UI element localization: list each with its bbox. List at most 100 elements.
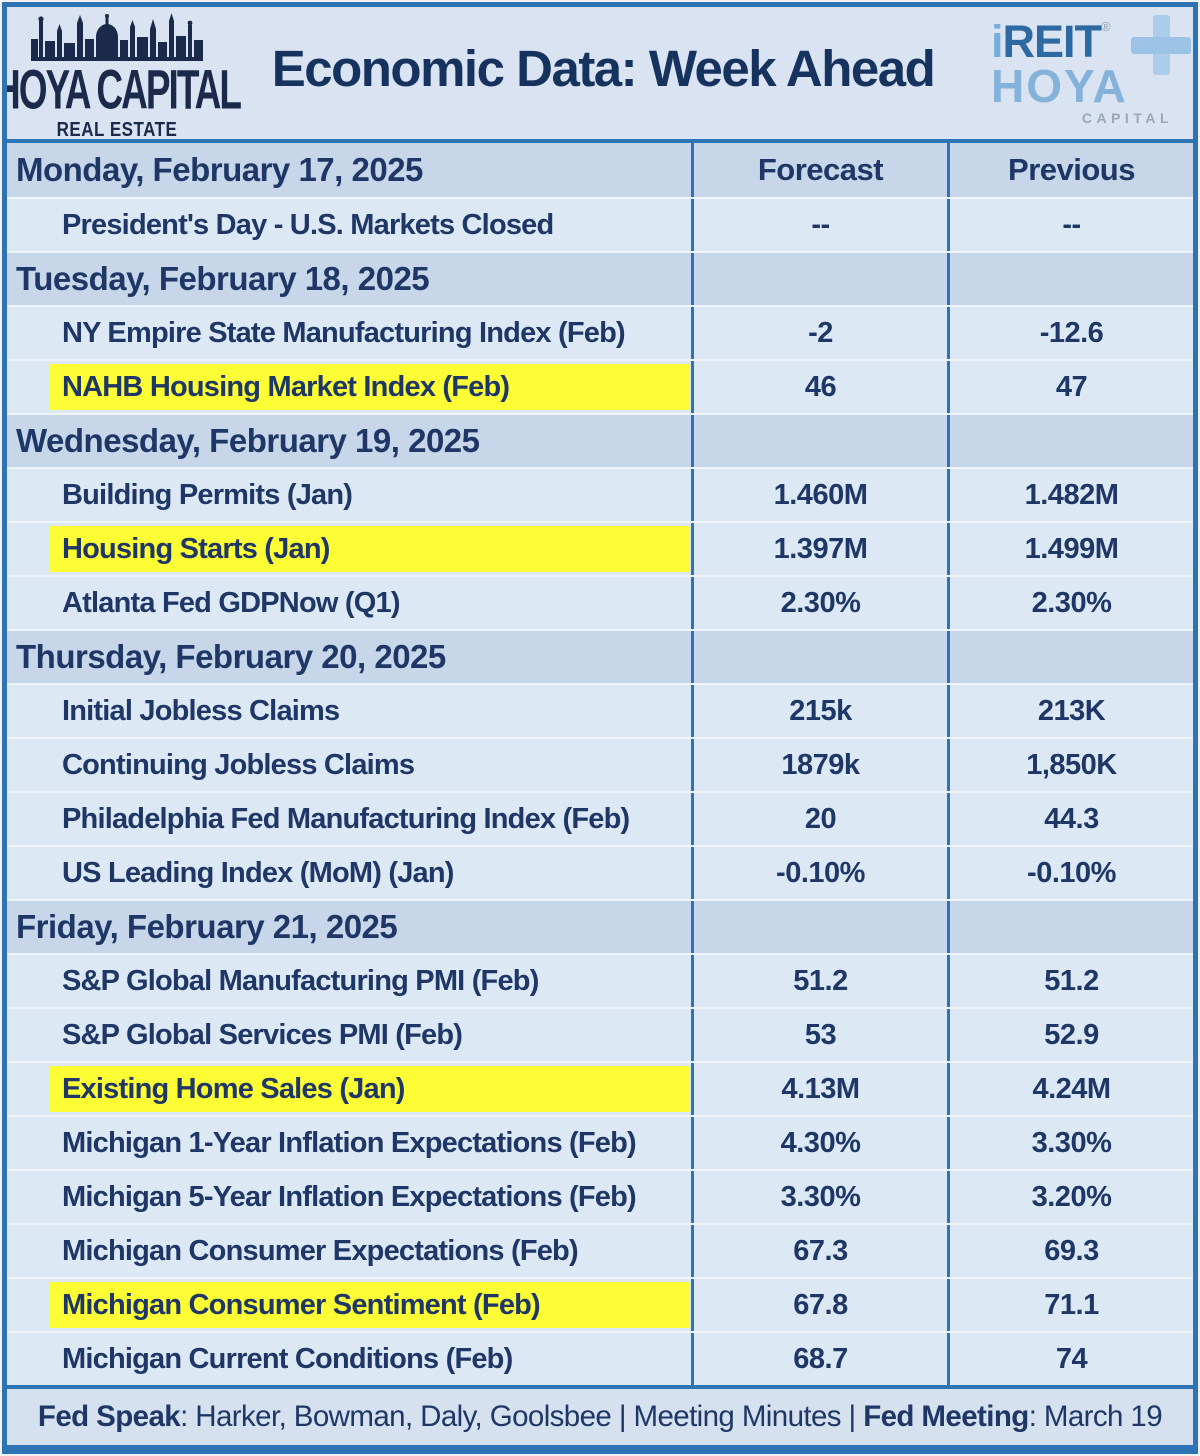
- table-row: S&P Global Services PMI (Feb) 53 52.9: [7, 1007, 1193, 1061]
- registered-mark: ®: [1101, 18, 1111, 34]
- table-row: Michigan 1-Year Inflation Expectations (…: [7, 1115, 1193, 1169]
- table-row-highlighted: Michigan Consumer Sentiment (Feb) 67.8 7…: [7, 1277, 1193, 1331]
- previous-value: 71.1: [1044, 1288, 1099, 1321]
- forecast-value: --: [694, 199, 950, 251]
- forecast-value: [694, 415, 950, 467]
- forecast-value: [694, 253, 950, 305]
- event-label: Michigan 1-Year Inflation Expectations (…: [7, 1117, 694, 1169]
- previous-value: 52.9: [1044, 1018, 1099, 1051]
- hoya-capital-logo: HOYA CAPITAL REAL ESTATE: [7, 9, 242, 141]
- fed-speak-label: Fed Speak: [37, 1400, 181, 1433]
- forecast-value: 67.3: [694, 1225, 950, 1277]
- forecast-value: 1.397M: [694, 523, 950, 575]
- previous-value: 74: [1055, 1342, 1088, 1375]
- fed-meeting-label: Fed Meeting: [863, 1400, 1029, 1433]
- column-header-forecast: Forecast: [694, 143, 950, 197]
- forecast-value: 2.30%: [694, 577, 950, 629]
- forecast-value: 67.8: [694, 1279, 950, 1331]
- fed-speak-text: : Harker, Bowman, Daly, Goolsbee | Meeti…: [180, 1400, 864, 1433]
- previous-value: 44.3: [1044, 802, 1099, 835]
- event-label: Michigan Current Conditions (Feb): [7, 1333, 694, 1385]
- ireit-capital-subtitle: CAPITAL: [1081, 110, 1173, 127]
- table-row: Continuing Jobless Claims 1879k 1,850K: [7, 737, 1193, 791]
- fed-meeting-text: : March 19: [1028, 1400, 1163, 1433]
- forecast-value: 3.30%: [694, 1171, 950, 1223]
- forecast-value: 4.30%: [694, 1117, 950, 1169]
- forecast-value: [694, 631, 950, 683]
- previous-value: 3.20%: [1031, 1180, 1112, 1213]
- forecast-value: 51.2: [694, 955, 950, 1007]
- previous-value: 47: [1055, 370, 1088, 403]
- date-section-row: Thursday, February 20, 2025: [7, 629, 1193, 683]
- table-row: Initial Jobless Claims 215k 213K: [7, 683, 1193, 737]
- previous-value: 213K: [1037, 694, 1106, 727]
- previous-value: 3.30%: [1031, 1126, 1112, 1159]
- date-section-row: Wednesday, February 19, 2025: [7, 413, 1193, 467]
- forecast-value: 53: [694, 1009, 950, 1061]
- table-row: US Leading Index (MoM) (Jan) -0.10% -0.1…: [7, 845, 1193, 899]
- table-row-highlighted: Housing Starts (Jan) 1.397M 1.499M: [7, 521, 1193, 575]
- event-label: NY Empire State Manufacturing Index (Feb…: [7, 307, 694, 359]
- event-label: Philadelphia Fed Manufacturing Index (Fe…: [7, 793, 694, 845]
- event-label: Michigan Consumer Sentiment (Feb): [7, 1279, 694, 1331]
- date-section-label: Thursday, February 20, 2025: [7, 631, 694, 683]
- previous-value: 1.499M: [1024, 532, 1119, 565]
- table-row: President's Day - U.S. Markets Closed --…: [7, 197, 1193, 251]
- hoya-capital-wordmark: HOYA CAPITAL: [2, 58, 242, 120]
- forecast-value: -2: [694, 307, 950, 359]
- forecast-value: 46: [694, 361, 950, 413]
- ireit-wordmark: iREIT®: [991, 15, 1111, 67]
- previous-value: 1.482M: [1024, 478, 1119, 511]
- previous-value: [950, 415, 1193, 467]
- highlight-band: Michigan Consumer Sentiment (Feb): [50, 1282, 689, 1328]
- header-band: HOYA CAPITAL REAL ESTATE Economic Data: …: [7, 7, 1193, 143]
- forecast-value: 1.460M: [694, 469, 950, 521]
- table-row: Atlanta Fed GDPNow (Q1) 2.30% 2.30%: [7, 575, 1193, 629]
- previous-value: 69.3: [1044, 1234, 1099, 1267]
- table-row: Michigan Current Conditions (Feb) 68.7 7…: [7, 1331, 1193, 1385]
- previous-value: [950, 631, 1193, 683]
- city-skyline-icon: [31, 12, 203, 61]
- previous-value: [950, 253, 1193, 305]
- economic-calendar-table: Monday, February 17, 2025 Forecast Previ…: [7, 143, 1193, 1385]
- table-row: S&P Global Manufacturing PMI (Feb) 51.2 …: [7, 953, 1193, 1007]
- event-label: NAHB Housing Market Index (Feb): [7, 361, 694, 413]
- highlight-band: Housing Starts (Jan): [50, 526, 689, 572]
- previous-value: 2.30%: [1031, 586, 1112, 619]
- previous-value: -0.10%: [1027, 856, 1116, 889]
- date-section-label: Wednesday, February 19, 2025: [7, 415, 694, 467]
- forecast-value: -0.10%: [694, 847, 950, 899]
- forecast-value: 68.7: [694, 1333, 950, 1385]
- real-estate-subtitle: REAL ESTATE: [56, 117, 178, 141]
- event-label: President's Day - U.S. Markets Closed: [7, 199, 694, 251]
- table-row: Michigan 5-Year Inflation Expectations (…: [7, 1169, 1193, 1223]
- event-label: Initial Jobless Claims: [7, 685, 694, 737]
- event-label: Building Permits (Jan): [7, 469, 694, 521]
- table-row: NY Empire State Manufacturing Index (Feb…: [7, 305, 1193, 359]
- footer-bar: Fed Speak: Harker, Bowman, Daly, Goolsbe…: [7, 1389, 1193, 1445]
- previous-value: [950, 901, 1193, 953]
- table-row-highlighted: NAHB Housing Market Index (Feb) 46 47: [7, 359, 1193, 413]
- plus-icon: [1131, 14, 1191, 75]
- table-row-highlighted: Existing Home Sales (Jan) 4.13M 4.24M: [7, 1061, 1193, 1115]
- event-label: S&P Global Services PMI (Feb): [7, 1009, 694, 1061]
- date-section-label: Tuesday, February 18, 2025: [7, 253, 694, 305]
- date-section-row: Friday, February 21, 2025: [7, 899, 1193, 953]
- highlight-band: Existing Home Sales (Jan): [50, 1066, 689, 1112]
- previous-value: 1,850K: [1026, 748, 1117, 781]
- date-section-label: Friday, February 21, 2025: [7, 901, 694, 953]
- forecast-value: 215k: [694, 685, 950, 737]
- previous-value: -12.6: [1039, 316, 1104, 349]
- date-section-row: Tuesday, February 18, 2025: [7, 251, 1193, 305]
- forecast-value: [694, 901, 950, 953]
- table-row: Building Permits (Jan) 1.460M 1.482M: [7, 467, 1193, 521]
- event-label: Michigan 5-Year Inflation Expectations (…: [7, 1171, 694, 1223]
- ireit-hoya-logo: iREIT® HOYA CAPITAL: [991, 14, 1191, 127]
- event-label: Michigan Consumer Expectations (Feb): [7, 1225, 694, 1277]
- event-label: Housing Starts (Jan): [7, 523, 694, 575]
- forecast-value: 4.13M: [694, 1063, 950, 1115]
- table-row: Philadelphia Fed Manufacturing Index (Fe…: [7, 791, 1193, 845]
- event-label: Atlanta Fed GDPNow (Q1): [7, 577, 694, 629]
